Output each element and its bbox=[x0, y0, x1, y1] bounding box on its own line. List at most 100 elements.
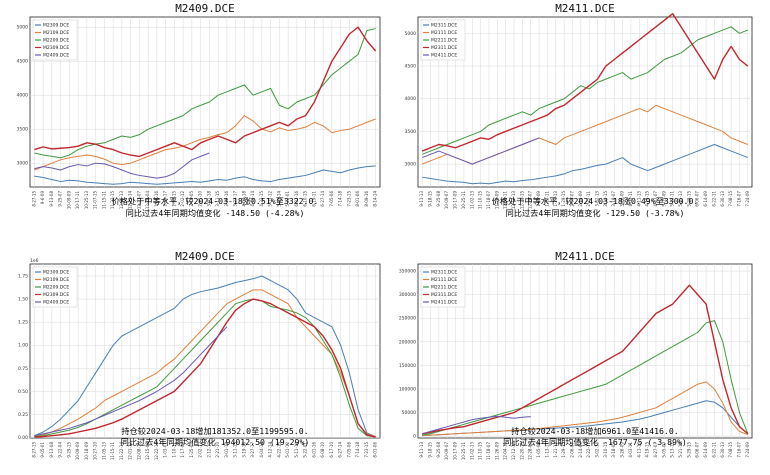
x-tick-label: 4-03-11 bbox=[628, 442, 633, 458]
x-tick-label: 5-13-11 bbox=[670, 191, 675, 207]
x-tick-label: 6-06-07 bbox=[695, 442, 700, 458]
x-tick-label: 11-02-13 bbox=[469, 442, 474, 461]
x-tick-label: 7-14-18 bbox=[355, 442, 360, 458]
x-tick-label: 3-19-16 bbox=[241, 442, 246, 458]
x-tick-label: 7-08-15 bbox=[728, 442, 733, 458]
chart-title: M2409.DCE bbox=[175, 250, 235, 263]
x-tick-label: 4-19-15 bbox=[645, 442, 650, 458]
x-tick-label: 6-30-13 bbox=[720, 191, 725, 207]
x-tick-label: 6-19-11 bbox=[311, 191, 316, 207]
x-tick-label: 5-22-01 bbox=[285, 191, 290, 207]
x-tick-label: 1-13-11 bbox=[544, 191, 549, 207]
legend-entry: M2109.DCE bbox=[43, 30, 69, 36]
x-tick-label: 9-11-13 bbox=[419, 191, 424, 207]
x-tick-label: 6-22-11 bbox=[711, 442, 716, 458]
x-tick-label: 3-02-13 bbox=[595, 442, 600, 458]
x-tick-label: 8-01-06 bbox=[355, 191, 360, 207]
x-tick-label: 5-11-14 bbox=[294, 442, 299, 458]
chart-panel-2: 9-11-13 9-18-15 9-25-08 10-09-07 10-17-09 10-… bbox=[405, 2, 753, 218]
x-tick-label: 12-20-15 bbox=[519, 442, 524, 461]
x-tick-label: 10-17-09 bbox=[453, 442, 458, 461]
x-tick-label: 3-01-18 bbox=[224, 442, 229, 458]
y-tick-label: 1.50 bbox=[18, 297, 28, 303]
x-tick-label: 3-10-15 bbox=[603, 191, 608, 207]
series-line-3 bbox=[421, 26, 749, 155]
x-tick-label: 8-27-15 bbox=[31, 191, 36, 207]
y-tick-label: 4500 bbox=[17, 59, 29, 65]
series-line-5 bbox=[34, 152, 210, 179]
legend-box bbox=[420, 19, 466, 61]
y-axis-multiplier: 1e6 bbox=[30, 258, 39, 264]
x-tick-label: 1-21-13 bbox=[553, 442, 558, 458]
x-tick-label: 4-03-11 bbox=[628, 191, 633, 207]
chart-panel-4: 9-11-13 9-18-15 9-25-08 10-09-07 10-17-09 10-… bbox=[399, 250, 753, 461]
chart-panel-1: 8-27-15 9-6-09 9-13-08 9-25-07 10-09-09 10-17… bbox=[17, 2, 381, 218]
x-tick-label: 12-04-11 bbox=[503, 191, 508, 210]
x-tick-label: 2-14-09 bbox=[578, 442, 583, 458]
x-tick-label: 11-05-13 bbox=[101, 442, 106, 461]
y-tick-label: 0.00 bbox=[18, 435, 28, 441]
y-tick-label: 250000 bbox=[399, 316, 416, 322]
legend-entry: M2411.DCE bbox=[431, 53, 457, 59]
annotation-line: 同比过去4年同期均值变化 -129.50 (-3.78%) bbox=[506, 208, 685, 218]
x-tick-label: 4-19-15 bbox=[645, 191, 650, 207]
x-tick-label: 4-27-07 bbox=[653, 442, 658, 458]
x-tick-label: 1-13-11 bbox=[544, 442, 549, 458]
legend: M2309.DCEM2109.DCEM2209.DCEM2309.DCEM240… bbox=[32, 19, 78, 61]
x-tick-label: 9-22-04 bbox=[58, 442, 63, 458]
x-tick-label: 2-22-11 bbox=[586, 442, 591, 458]
x-tick-label: 7-08-15 bbox=[728, 191, 733, 207]
legend-entry: M2209.DCE bbox=[43, 285, 69, 291]
x-tick-label: 7-24-09 bbox=[745, 442, 750, 458]
x-tick-label: 11-02-13 bbox=[469, 191, 474, 210]
x-tick-label: 9-25-08 bbox=[436, 442, 441, 458]
x-tick-label: 1-05-09 bbox=[536, 191, 541, 207]
series-line-4 bbox=[422, 284, 749, 435]
x-tick-label: 2-06-07 bbox=[569, 191, 574, 207]
plot-frame bbox=[417, 16, 753, 188]
x-tick-label: 5-01-12 bbox=[285, 442, 290, 458]
x-tick-label: 4-04-18 bbox=[241, 191, 246, 207]
plot-frame bbox=[29, 16, 381, 188]
x-tick-label: 6-14-09 bbox=[703, 191, 708, 207]
x-tick-label: 3-01-18 bbox=[206, 191, 211, 207]
x-tick-label: 12-21-07 bbox=[136, 191, 141, 210]
annotation-line: 持仓较2024-03-18增加181352.0至1199595.0. bbox=[121, 426, 308, 436]
legend-entry: M2111.DCE bbox=[431, 30, 457, 36]
legend-entry: M2109.DCE bbox=[43, 277, 69, 283]
legend-entry: M2311.DCE bbox=[431, 292, 457, 298]
series-line-1 bbox=[34, 275, 376, 438]
x-tick-label: 12-20-15 bbox=[519, 191, 524, 210]
y-tick-label: 4000 bbox=[405, 96, 417, 102]
x-tick-label: 7-14-18 bbox=[338, 191, 343, 207]
annotation-line: 价格处于中等水平，较2024-03-18涨0.51%至3322.0. bbox=[112, 196, 319, 206]
y-tick-label: 5000 bbox=[405, 31, 417, 37]
legend-entry: M2309.DCE bbox=[43, 23, 69, 29]
x-tick-label: 3-11-15 bbox=[215, 191, 220, 207]
legend-entry: M2309.DCE bbox=[43, 45, 69, 51]
x-tick-label: 3-02-13 bbox=[595, 191, 600, 207]
legend-entry: M2211.DCE bbox=[431, 285, 457, 291]
x-tick-label: 2-10-05 bbox=[189, 191, 194, 207]
annotation-line: 同比过去4年同期均值变化 -1677.75 (-3.89%) bbox=[503, 437, 687, 447]
x-tick-label: 5-21-13 bbox=[678, 442, 683, 458]
x-tick-label: 3-26-09 bbox=[620, 442, 625, 458]
annotation-line: 同比过去4年同期均值变化 -148.50 (-4.28%) bbox=[126, 208, 305, 218]
x-tick-label: 8-27-15 bbox=[31, 442, 36, 458]
y-tick-label: 4500 bbox=[405, 64, 417, 70]
x-tick-label: 1-10-11 bbox=[171, 442, 176, 458]
y-tick-label: 350000 bbox=[399, 269, 416, 275]
x-tick-label: 7-24-09 bbox=[745, 191, 750, 207]
y-tick-label: 3500 bbox=[17, 127, 29, 133]
x-tick-label: 4-27-07 bbox=[653, 191, 658, 207]
y-tick-label: 4000 bbox=[17, 93, 29, 99]
x-tick-label: 1-05-09 bbox=[536, 442, 541, 458]
x-tick-label: 2-22-11 bbox=[586, 191, 591, 207]
series-line-5 bbox=[422, 415, 531, 435]
y-tick-label: 0.50 bbox=[18, 389, 28, 395]
x-tick-label: 3-18-07 bbox=[611, 442, 616, 458]
plot-frame bbox=[417, 263, 753, 439]
y-tick-label: 3000 bbox=[405, 162, 417, 168]
x-tick-label: 4-22-15 bbox=[259, 191, 264, 207]
x-tick-label: 2-02-12 bbox=[180, 191, 185, 207]
